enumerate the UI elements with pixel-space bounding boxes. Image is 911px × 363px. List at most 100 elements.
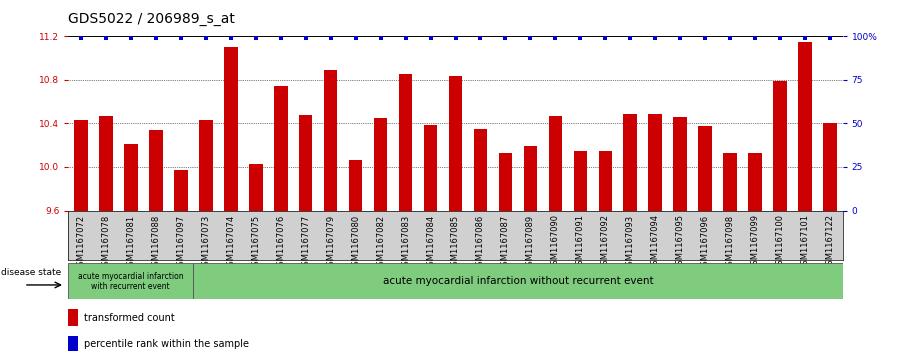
Text: disease state: disease state [2, 268, 62, 277]
Point [798, 36, 813, 41]
Bar [673, 117, 687, 211]
Point [573, 36, 588, 41]
Text: percentile rank within the sample: percentile rank within the sample [84, 339, 249, 349]
Text: GSM1167096: GSM1167096 [701, 215, 710, 270]
Bar [399, 74, 413, 211]
Text: GSM1167090: GSM1167090 [551, 215, 560, 270]
Point [523, 36, 537, 41]
Bar [599, 151, 612, 211]
Point [223, 36, 238, 41]
Point [673, 36, 688, 41]
Bar [623, 114, 637, 211]
Point [623, 36, 638, 41]
Point [648, 36, 662, 41]
Text: GSM1167086: GSM1167086 [476, 215, 485, 271]
Bar [124, 144, 138, 211]
Point [323, 36, 338, 41]
Point [748, 36, 763, 41]
Point [148, 36, 163, 41]
Point [599, 36, 613, 41]
Point [199, 36, 213, 41]
Bar [524, 146, 537, 211]
Text: GSM1167083: GSM1167083 [401, 215, 410, 271]
Bar [299, 115, 312, 211]
Text: GSM1167098: GSM1167098 [726, 215, 735, 270]
Text: GSM1167082: GSM1167082 [376, 215, 385, 270]
Text: GSM1167091: GSM1167091 [576, 215, 585, 270]
Point [498, 36, 513, 41]
Point [273, 36, 288, 41]
Bar [548, 116, 562, 211]
Bar [249, 164, 262, 211]
Point [249, 36, 263, 41]
Point [773, 36, 787, 41]
Bar [773, 81, 787, 211]
Point [398, 36, 413, 41]
Text: GSM1167099: GSM1167099 [751, 215, 760, 270]
Point [124, 36, 138, 41]
Text: GSM1167101: GSM1167101 [801, 215, 810, 270]
Bar [374, 118, 387, 211]
Text: GSM1167080: GSM1167080 [351, 215, 360, 270]
Point [698, 36, 712, 41]
Text: GSM1167073: GSM1167073 [201, 215, 210, 271]
Bar [574, 151, 588, 211]
Bar [68, 336, 78, 351]
Text: GSM1167081: GSM1167081 [127, 215, 135, 270]
Text: GSM1167094: GSM1167094 [650, 215, 660, 270]
Text: GSM1167085: GSM1167085 [451, 215, 460, 270]
Bar [798, 42, 812, 211]
Point [298, 36, 312, 41]
Point [374, 36, 388, 41]
Text: GSM1167075: GSM1167075 [251, 215, 261, 270]
Text: GSM1167095: GSM1167095 [676, 215, 685, 270]
Point [823, 36, 837, 41]
Bar [424, 125, 437, 211]
Point [348, 36, 363, 41]
Text: GSM1167088: GSM1167088 [151, 215, 160, 271]
Point [98, 36, 113, 41]
Text: GSM1167122: GSM1167122 [825, 215, 834, 270]
Bar [323, 70, 337, 211]
Bar [148, 130, 163, 211]
Text: GSM1167100: GSM1167100 [776, 215, 784, 270]
Bar [199, 120, 212, 211]
Bar [474, 129, 487, 211]
Bar [824, 123, 837, 211]
Bar [723, 153, 737, 211]
Text: acute myocardial infarction without recurrent event: acute myocardial infarction without recu… [383, 276, 653, 286]
Text: GSM1167079: GSM1167079 [326, 215, 335, 270]
Bar [74, 120, 87, 211]
Bar [68, 309, 78, 326]
Text: GSM1167097: GSM1167097 [176, 215, 185, 270]
Text: GSM1167076: GSM1167076 [276, 215, 285, 271]
Point [424, 36, 438, 41]
Text: GSM1167077: GSM1167077 [302, 215, 310, 271]
Point [448, 36, 463, 41]
Text: GSM1167074: GSM1167074 [226, 215, 235, 270]
Point [473, 36, 487, 41]
Text: GDS5022 / 206989_s_at: GDS5022 / 206989_s_at [68, 12, 235, 26]
Point [74, 36, 88, 41]
Bar [68, 263, 193, 299]
Bar [448, 76, 463, 211]
Point [723, 36, 738, 41]
Text: GSM1167089: GSM1167089 [526, 215, 535, 270]
Text: acute myocardial infarction
with recurrent event: acute myocardial infarction with recurre… [78, 272, 184, 291]
Bar [349, 160, 363, 211]
Point [173, 36, 188, 41]
Point [548, 36, 563, 41]
Text: GSM1167093: GSM1167093 [626, 215, 635, 270]
Bar [699, 126, 712, 211]
Bar [193, 263, 843, 299]
Text: GSM1167092: GSM1167092 [601, 215, 609, 270]
Bar [274, 86, 288, 211]
Text: GSM1167078: GSM1167078 [101, 215, 110, 271]
Bar [174, 170, 188, 211]
Bar [649, 114, 662, 211]
Text: GSM1167087: GSM1167087 [501, 215, 510, 271]
Bar [99, 116, 113, 211]
Text: transformed count: transformed count [84, 313, 175, 323]
Text: GSM1167084: GSM1167084 [426, 215, 435, 270]
Bar [498, 153, 512, 211]
